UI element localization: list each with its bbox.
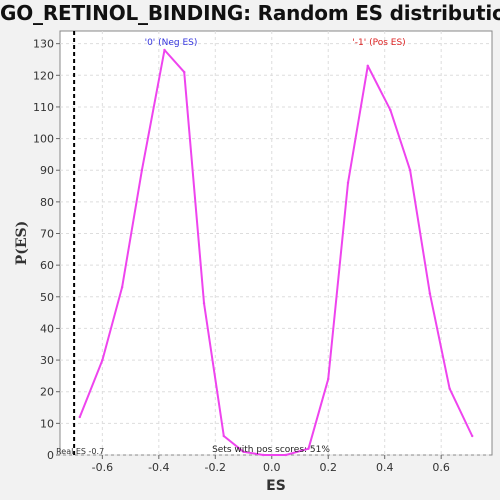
x-tick-label: -0.2 bbox=[205, 461, 226, 474]
es-point bbox=[101, 358, 104, 362]
y-tick-label: 120 bbox=[33, 69, 54, 82]
es-point bbox=[284, 453, 288, 457]
plot-area bbox=[59, 30, 493, 456]
y-tick-label: 30 bbox=[40, 354, 54, 367]
y-tick-label: 20 bbox=[40, 386, 54, 399]
chart-title: GO_RETINOL_BINDING: Random ES distributi… bbox=[0, 1, 500, 25]
y-axis-label: P(ES) bbox=[14, 221, 30, 266]
es-point bbox=[163, 48, 166, 52]
es-point bbox=[471, 434, 474, 438]
y-tick-label: 90 bbox=[40, 164, 54, 177]
x-tick-label: 0.4 bbox=[376, 461, 394, 474]
pos-scores-footnote: Sets with pos scores: 51% bbox=[212, 445, 330, 455]
es-point bbox=[389, 108, 392, 112]
es-point bbox=[428, 292, 432, 295]
y-tick-label: 0 bbox=[47, 449, 54, 462]
es-points bbox=[78, 48, 474, 457]
grid bbox=[60, 31, 492, 456]
es-point bbox=[262, 453, 265, 457]
es-point bbox=[366, 64, 369, 68]
y-tick-label: 40 bbox=[40, 322, 54, 335]
es-point bbox=[202, 301, 206, 305]
y-tick-label: 130 bbox=[33, 38, 54, 51]
x-axis-label: ES bbox=[266, 478, 286, 494]
es-distribution-line bbox=[78, 49, 474, 456]
es-point bbox=[183, 70, 186, 74]
es-point bbox=[408, 169, 412, 172]
y-tick-label: 80 bbox=[40, 196, 54, 209]
x-tick-label: -0.4 bbox=[148, 461, 169, 474]
y-tick-label: 60 bbox=[40, 259, 54, 272]
y-tick-label: 10 bbox=[40, 417, 54, 430]
y-axis-ticks: 0 10 20 30 40 50 60 70 80 90 100 110 120 130 bbox=[33, 38, 60, 462]
real-es-label: Real ES -0.7 bbox=[56, 447, 104, 456]
y-tick-label: 70 bbox=[40, 228, 54, 241]
y-tick-label: 110 bbox=[33, 101, 54, 114]
x-tick-label: 0.0 bbox=[263, 461, 281, 474]
pos-es-label: '-1' (Pos ES) bbox=[352, 38, 405, 48]
es-point bbox=[448, 387, 451, 390]
y-tick-label: 100 bbox=[33, 133, 54, 146]
y-tick-label: 50 bbox=[40, 291, 54, 304]
es-point bbox=[222, 434, 225, 438]
x-tick-label: 0.6 bbox=[432, 461, 450, 474]
es-point bbox=[140, 169, 144, 172]
es-point bbox=[327, 377, 330, 381]
x-axis-ticks: -0.6 -0.4 -0.2 0.0 0.2 0.4 0.6 bbox=[92, 455, 450, 474]
es-point bbox=[346, 181, 350, 185]
es-point bbox=[120, 286, 124, 289]
es-point bbox=[78, 415, 81, 419]
neg-es-label: '0' (Neg ES) bbox=[145, 38, 198, 48]
x-tick-label: 0.2 bbox=[319, 461, 337, 474]
es-point bbox=[242, 450, 245, 454]
x-tick-label: -0.6 bbox=[92, 461, 113, 474]
es-point bbox=[307, 447, 310, 450]
